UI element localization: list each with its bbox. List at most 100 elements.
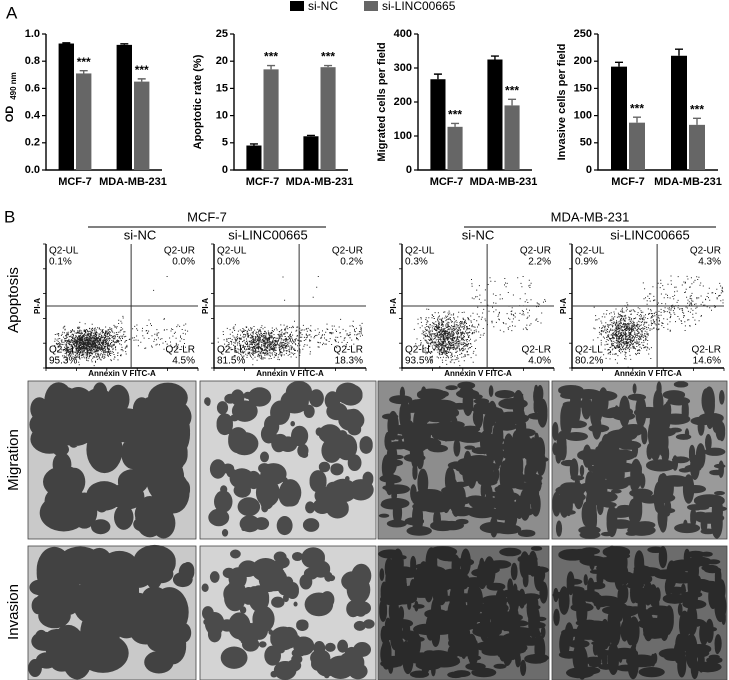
- error-bar: [693, 117, 701, 125]
- row-label: Invasion: [5, 584, 22, 640]
- x-axis-label: Annexin V FITC-A: [256, 369, 324, 378]
- quadrant-name: Q2-UL: [575, 246, 605, 257]
- y-tick-label: 5: [222, 137, 228, 149]
- scatter-dots: [413, 276, 546, 368]
- quadrant-percent: 14.6%: [693, 356, 721, 367]
- quadrant-percent: 18.3%: [335, 356, 363, 367]
- bar: [320, 67, 336, 170]
- quadrant-percent: 2.2%: [528, 257, 551, 268]
- x-axis-label: Annexin V FITC-A: [88, 369, 156, 378]
- y-axis-label: PI-A: [33, 298, 42, 314]
- quadrant-percent: 0.0%: [217, 257, 240, 268]
- quadrant-percent: 0.1%: [49, 257, 72, 268]
- quadrant-percent: 81.5%: [217, 356, 245, 367]
- quadrant-name: Q2-LL: [217, 345, 245, 356]
- error-bar: [490, 55, 499, 60]
- error-bar: [633, 116, 641, 123]
- quadrant-percent: 4.3%: [698, 257, 721, 268]
- quadrant-name: Q2-LL: [49, 345, 77, 356]
- bar: [504, 105, 520, 170]
- error-bar: [137, 78, 146, 82]
- quadrant-percent: 0.2%: [340, 257, 363, 268]
- y-tick-label: 20: [216, 55, 228, 67]
- y-axis-label: PI-A: [389, 298, 398, 314]
- error-bar: [267, 64, 276, 70]
- x-axis-label: Annexin V FITC-A: [614, 369, 682, 378]
- y-axis-label: PI-A: [201, 298, 210, 314]
- legend-swatch: [290, 1, 304, 11]
- y-axis-label: Migrated cells per field: [376, 42, 388, 161]
- y-axis-label: Apoptotic rate (%): [192, 54, 204, 149]
- quadrant-percent: 80.2%: [575, 356, 603, 367]
- quadrant-name: Q2-LR: [166, 345, 195, 356]
- bar: [303, 136, 319, 170]
- quadrant-name: Q2-UL: [49, 246, 79, 257]
- cell-blobs: [378, 546, 549, 679]
- error-bar: [306, 134, 315, 137]
- column-label: si-LINC00665: [610, 227, 690, 242]
- bar: [487, 59, 503, 170]
- x-tick-label: MCF-7: [430, 176, 464, 188]
- legend-swatch: [364, 1, 378, 11]
- error-bar: [249, 143, 258, 146]
- bar: [246, 145, 262, 170]
- error-bar: [675, 48, 683, 56]
- quadrant-percent: 4.0%: [528, 356, 551, 367]
- cell-blobs: [204, 380, 374, 537]
- quadrant-name: Q2-LL: [405, 345, 433, 356]
- bar: [76, 73, 92, 170]
- bar: [611, 66, 627, 170]
- scatter-dots: [590, 275, 724, 368]
- quadrant-percent: 0.9%: [575, 257, 598, 268]
- bar: [671, 55, 687, 171]
- x-axis-label: Annexin V FITC-A: [444, 369, 512, 378]
- error-bar: [615, 61, 623, 67]
- y-tick-label: 0.2: [25, 137, 40, 149]
- cell-blobs: [28, 544, 195, 680]
- x-tick-label: MDA-MB-231: [99, 176, 167, 188]
- quadrant-name: Q2-UR: [690, 246, 721, 257]
- quadrant-name: Q2-UR: [164, 246, 195, 257]
- group-label: MDA-MB-231: [551, 209, 630, 224]
- y-tick-label: 0: [406, 164, 412, 176]
- bar: [447, 126, 463, 170]
- bar: [116, 44, 132, 170]
- legend-label: si-NC: [308, 0, 338, 13]
- scatter-dots: [54, 276, 189, 367]
- y-tick-label: 10: [216, 110, 228, 122]
- bar: [430, 79, 446, 170]
- x-tick-label: MCF-7: [611, 176, 645, 188]
- significance-label: ***: [77, 55, 91, 69]
- panel-label: A: [6, 3, 18, 22]
- y-tick-label: 200: [394, 96, 412, 108]
- significance-label: ***: [321, 50, 335, 64]
- quadrant-percent: 0.0%: [172, 257, 195, 268]
- column-label: si-NC: [124, 227, 157, 242]
- group-label: MCF-7: [187, 209, 227, 224]
- quadrant-name: Q2-UL: [217, 246, 247, 257]
- quadrant-name: Q2-LR: [522, 345, 551, 356]
- cell-blobs: [552, 545, 727, 680]
- legend-label: si-LINC00665: [382, 0, 456, 13]
- bar: [134, 81, 150, 170]
- column-label: si-NC: [462, 227, 495, 242]
- significance-label: ***: [264, 50, 278, 64]
- y-tick-label: 400: [394, 28, 412, 40]
- y-tick-label: 300: [394, 62, 412, 74]
- y-tick-label: 25: [216, 28, 228, 40]
- quadrant-name: Q2-LR: [334, 345, 363, 356]
- quadrant-percent: 93.5%: [405, 356, 433, 367]
- y-axis-label: PI-A: [559, 298, 568, 314]
- y-tick-label: 0: [222, 164, 228, 176]
- column-label: si-LINC00665: [228, 227, 308, 242]
- y-tick-label: 100: [574, 110, 592, 122]
- significance-label: ***: [505, 83, 519, 97]
- scatter-dots: [217, 276, 363, 366]
- quadrant-percent: 0.3%: [405, 257, 428, 268]
- quadrant-percent: 4.5%: [172, 356, 195, 367]
- x-tick-label: MDA-MB-231: [470, 176, 538, 188]
- quadrant-name: Q2-UL: [405, 246, 435, 257]
- quadrant-percent: 95.3%: [49, 356, 77, 367]
- quadrant-name: Q2-UR: [332, 246, 363, 257]
